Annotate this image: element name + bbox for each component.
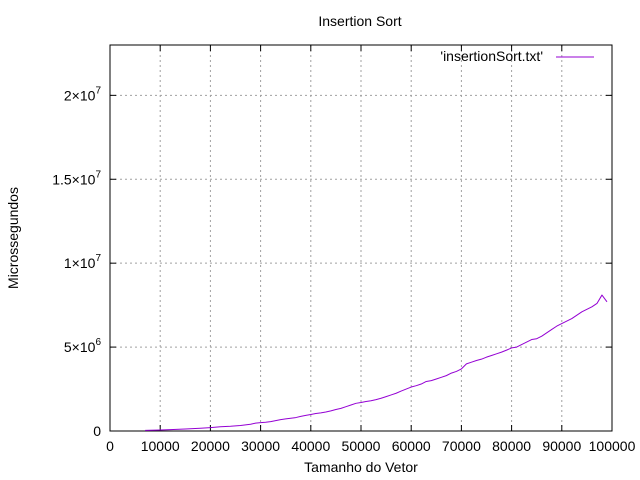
y-tick-exponent: 6 — [95, 337, 101, 348]
y-tick-label: 2×107 — [64, 85, 102, 103]
y-tick-mantissa: 0 — [93, 423, 101, 439]
legend: 'insertionSort.txt' — [440, 48, 594, 64]
x-tick-label: 70000 — [442, 438, 481, 454]
y-tick-label: 1.5×107 — [52, 169, 101, 187]
x-tick-label: 60000 — [392, 438, 431, 454]
grid-lines — [110, 45, 612, 431]
x-tick-label: 0 — [106, 438, 114, 454]
y-tick-exponent: 7 — [95, 169, 101, 180]
x-tick-label: 90000 — [542, 438, 581, 454]
x-tick-label: 40000 — [291, 438, 330, 454]
series-line — [145, 294, 608, 431]
x-tick-label: 80000 — [492, 438, 531, 454]
y-tick-mantissa: 1.5×10 — [52, 171, 95, 187]
y-tick-mantissa: 5×10 — [64, 339, 96, 355]
x-tick-label: 100000 — [589, 438, 636, 454]
x-tick-label: 10000 — [141, 438, 180, 454]
y-tick-exponent: 7 — [95, 253, 101, 264]
y-tick-label: 5×106 — [64, 337, 102, 355]
x-tick-label: 50000 — [342, 438, 381, 454]
y-tick-mantissa: 2×10 — [64, 87, 96, 103]
x-tick-labels: 0 10000 20000 30000 40000 50000 60000 70000 8000… — [106, 438, 635, 454]
x-tick-label: 30000 — [241, 438, 280, 454]
y-tick-label: 1×107 — [64, 253, 102, 271]
y-tick-mantissa: 1×10 — [64, 255, 96, 271]
plot-area-border — [109, 44, 613, 432]
y-axis-label: Microssegundos — [5, 187, 21, 289]
series-layer — [145, 294, 608, 431]
x-axis-label: Tamanho do Vetor — [304, 459, 418, 475]
y-tick-exponent: 7 — [95, 85, 101, 96]
legend-label: 'insertionSort.txt' — [440, 48, 543, 64]
y-tick-label: 0 — [93, 423, 101, 439]
chart-title: Insertion Sort — [318, 13, 401, 29]
x-tick-label: 20000 — [191, 438, 230, 454]
axis-ticks — [109, 45, 613, 432]
